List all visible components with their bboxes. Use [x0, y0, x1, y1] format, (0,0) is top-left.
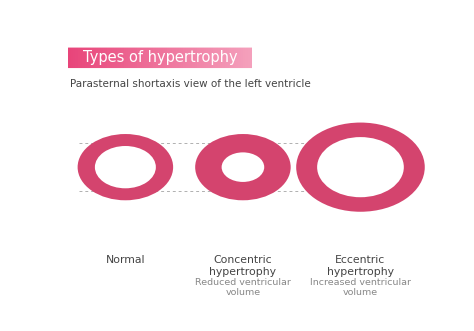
FancyBboxPatch shape [172, 47, 174, 69]
FancyBboxPatch shape [199, 47, 202, 69]
FancyBboxPatch shape [135, 47, 137, 69]
FancyBboxPatch shape [98, 47, 101, 69]
FancyBboxPatch shape [91, 47, 94, 69]
FancyBboxPatch shape [84, 47, 87, 69]
FancyBboxPatch shape [250, 47, 253, 69]
FancyBboxPatch shape [112, 47, 115, 69]
FancyBboxPatch shape [206, 47, 209, 69]
FancyBboxPatch shape [243, 47, 246, 69]
Text: Increased ventricular
volume: Increased ventricular volume [310, 278, 411, 298]
FancyBboxPatch shape [108, 47, 110, 69]
FancyBboxPatch shape [195, 47, 197, 69]
FancyBboxPatch shape [96, 47, 99, 69]
FancyBboxPatch shape [209, 47, 211, 69]
FancyBboxPatch shape [130, 47, 133, 69]
FancyBboxPatch shape [165, 47, 167, 69]
FancyBboxPatch shape [236, 47, 239, 69]
FancyBboxPatch shape [94, 47, 96, 69]
FancyBboxPatch shape [201, 47, 204, 69]
FancyBboxPatch shape [114, 47, 117, 69]
Text: Parasternal shortaxis view of the left ventricle: Parasternal shortaxis view of the left v… [70, 79, 311, 89]
FancyBboxPatch shape [146, 47, 149, 69]
FancyBboxPatch shape [75, 47, 78, 69]
FancyBboxPatch shape [89, 47, 92, 69]
FancyBboxPatch shape [68, 47, 71, 69]
FancyBboxPatch shape [190, 47, 193, 69]
Text: Reduced ventricular
volume: Reduced ventricular volume [195, 278, 291, 298]
FancyBboxPatch shape [149, 47, 152, 69]
FancyBboxPatch shape [218, 47, 220, 69]
FancyBboxPatch shape [170, 47, 172, 69]
FancyBboxPatch shape [211, 47, 213, 69]
FancyBboxPatch shape [103, 47, 106, 69]
FancyBboxPatch shape [105, 47, 108, 69]
FancyBboxPatch shape [154, 47, 156, 69]
FancyBboxPatch shape [117, 47, 119, 69]
FancyBboxPatch shape [155, 47, 158, 69]
FancyBboxPatch shape [245, 47, 248, 69]
FancyBboxPatch shape [128, 47, 131, 69]
Text: Eccentric
hypertrophy: Eccentric hypertrophy [327, 255, 394, 277]
FancyBboxPatch shape [213, 47, 216, 69]
FancyBboxPatch shape [247, 47, 250, 69]
Text: Types of hypertrophy: Types of hypertrophy [83, 50, 237, 65]
FancyBboxPatch shape [142, 47, 145, 69]
Circle shape [78, 134, 173, 200]
FancyBboxPatch shape [234, 47, 237, 69]
FancyBboxPatch shape [229, 47, 232, 69]
FancyBboxPatch shape [179, 47, 181, 69]
FancyBboxPatch shape [181, 47, 183, 69]
FancyBboxPatch shape [119, 47, 122, 69]
FancyBboxPatch shape [183, 47, 186, 69]
FancyBboxPatch shape [137, 47, 140, 69]
FancyBboxPatch shape [163, 47, 165, 69]
FancyBboxPatch shape [185, 47, 188, 69]
FancyBboxPatch shape [124, 47, 126, 69]
FancyBboxPatch shape [231, 47, 234, 69]
FancyBboxPatch shape [225, 47, 227, 69]
Circle shape [222, 152, 264, 182]
FancyBboxPatch shape [87, 47, 90, 69]
FancyBboxPatch shape [160, 47, 163, 69]
FancyBboxPatch shape [167, 47, 170, 69]
FancyBboxPatch shape [158, 47, 161, 69]
FancyBboxPatch shape [78, 47, 80, 69]
FancyBboxPatch shape [227, 47, 229, 69]
FancyBboxPatch shape [73, 47, 76, 69]
FancyBboxPatch shape [121, 47, 124, 69]
FancyBboxPatch shape [197, 47, 200, 69]
FancyBboxPatch shape [176, 47, 179, 69]
Circle shape [296, 122, 425, 212]
FancyBboxPatch shape [133, 47, 136, 69]
Circle shape [317, 137, 404, 197]
FancyBboxPatch shape [140, 47, 142, 69]
FancyBboxPatch shape [222, 47, 225, 69]
FancyBboxPatch shape [174, 47, 177, 69]
FancyBboxPatch shape [71, 47, 73, 69]
Text: Concentric
hypertrophy: Concentric hypertrophy [210, 255, 276, 277]
FancyBboxPatch shape [215, 47, 218, 69]
FancyBboxPatch shape [188, 47, 191, 69]
FancyBboxPatch shape [192, 47, 195, 69]
FancyBboxPatch shape [82, 47, 85, 69]
FancyBboxPatch shape [80, 47, 82, 69]
Circle shape [95, 146, 156, 188]
Circle shape [195, 134, 291, 200]
FancyBboxPatch shape [100, 47, 103, 69]
FancyBboxPatch shape [110, 47, 112, 69]
FancyBboxPatch shape [144, 47, 147, 69]
FancyBboxPatch shape [204, 47, 207, 69]
Text: Normal: Normal [106, 255, 145, 265]
FancyBboxPatch shape [238, 47, 241, 69]
FancyBboxPatch shape [126, 47, 128, 69]
FancyBboxPatch shape [220, 47, 223, 69]
FancyBboxPatch shape [151, 47, 154, 69]
FancyBboxPatch shape [241, 47, 243, 69]
